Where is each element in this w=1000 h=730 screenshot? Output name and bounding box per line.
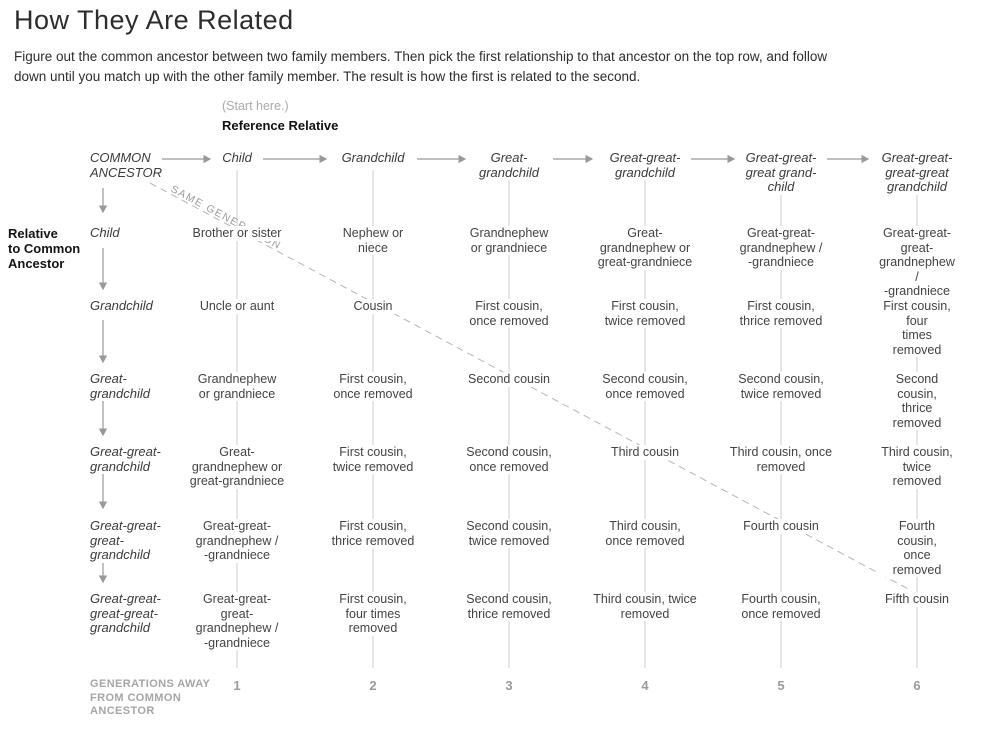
relationship-cell: Second cousin, twice removed bbox=[735, 372, 827, 401]
page-title: How They Are Related bbox=[14, 5, 294, 35]
generation-number: 6 bbox=[913, 678, 921, 693]
relationship-cell: Second cousin, thrice removed bbox=[875, 372, 959, 430]
relationship-cell: Second cousin, once removed bbox=[599, 372, 691, 401]
relationship-cell: Third cousin, once removed bbox=[726, 445, 836, 474]
column-header-grandchild: Grandchild bbox=[338, 150, 408, 166]
relationship-cell: First cousin, twice removed bbox=[329, 445, 417, 474]
generation-number: 4 bbox=[641, 678, 649, 693]
column-header-child: Child bbox=[219, 150, 255, 166]
relationship-cell: Fourth cousin, once removed bbox=[875, 519, 959, 577]
reference-relative-label: Reference Relative bbox=[222, 118, 339, 133]
relationship-cell: Second cousin, thrice removed bbox=[463, 592, 555, 621]
row-label-great-grandchild: Great- grandchild bbox=[90, 371, 154, 401]
relationship-cell: First cousin, thrice removed bbox=[328, 519, 418, 548]
generation-number: 5 bbox=[777, 678, 785, 693]
row-label-great4-grandchild: Great-great- great-great- grandchild bbox=[90, 591, 165, 636]
relationship-cell: Grandnephew or grandniece bbox=[194, 372, 280, 401]
common-ancestor-header: COMMON ANCESTOR bbox=[90, 150, 162, 180]
column-header-great4-grandchild: Great-great- great-great grandchild bbox=[878, 150, 956, 195]
relationship-cell: Nephew or niece bbox=[339, 226, 407, 255]
relationship-cell: Cousin bbox=[350, 299, 396, 314]
generation-number: 3 bbox=[505, 678, 513, 693]
generation-number: 2 bbox=[369, 678, 377, 693]
relationship-cell: Second cousin, twice removed bbox=[463, 519, 555, 548]
row-label-great3-grandchild: Great-great- great- grandchild bbox=[90, 518, 165, 563]
relationship-cell: Second cousin, once removed bbox=[463, 445, 555, 474]
relationship-cell: Brother or sister bbox=[189, 226, 285, 241]
relationship-cell: Third cousin, twice removed bbox=[875, 445, 959, 489]
column-header-great3-grandchild: Great-great- great grand- child bbox=[742, 150, 820, 195]
relationship-cell: First cousin, twice removed bbox=[601, 299, 689, 328]
relative-to-common-ancestor-label: Relative to Common Ancestor bbox=[8, 226, 81, 271]
relationship-cell: Great-great- grandnephew / -grandniece bbox=[192, 519, 282, 563]
relationship-cell: Fifth cousin bbox=[882, 592, 952, 607]
description-text: Figure out the common ancestor between t… bbox=[14, 49, 828, 84]
row-label-great2-grandchild: Great-great- grandchild bbox=[90, 444, 165, 474]
relationship-cell: Fourth cousin bbox=[740, 519, 822, 534]
row-label-grandchild: Grandchild bbox=[90, 298, 157, 314]
generations-away-label: GENERATIONS AWAY FROM COMMON ANCESTOR bbox=[90, 678, 211, 717]
relationship-cell: Uncle or aunt bbox=[196, 299, 278, 314]
row-label-child: Child bbox=[90, 225, 124, 241]
relationship-cell: Great- grandnephew or great-grandniece bbox=[594, 226, 696, 270]
relationship-cell: First cousin, four times removed bbox=[875, 299, 959, 357]
same-generation-label: SAME GENERATION bbox=[169, 183, 284, 252]
relationship-cell: Great- grandnephew or great-grandniece bbox=[186, 445, 288, 489]
relationship-cell: Grandnephew or grandniece bbox=[466, 226, 552, 255]
column-header-great-grandchild: Great- grandchild bbox=[476, 150, 542, 180]
relationship-cell: Great-great- great- grandnephew / -grand… bbox=[192, 592, 282, 650]
relationship-cell: Third cousin, once removed bbox=[602, 519, 688, 548]
relationship-cell: Great-great- grandnephew / -grandniece bbox=[736, 226, 826, 270]
relationship-cell: First cousin, once removed bbox=[330, 372, 416, 401]
relationship-cell: Third cousin, twice removed bbox=[590, 592, 700, 621]
generation-number: 1 bbox=[233, 678, 241, 693]
relationship-cell: First cousin, once removed bbox=[466, 299, 552, 328]
relationship-cell: Third cousin bbox=[607, 445, 683, 460]
relationship-cell: Fourth cousin, once removed bbox=[738, 592, 824, 621]
column-header-great2-grandchild: Great-great- grandchild bbox=[606, 150, 684, 180]
start-here-label: (Start here.) bbox=[222, 99, 289, 113]
relationship-cell: First cousin, four times removed bbox=[336, 592, 410, 636]
relationship-cell: Great-great-great- grandnephew / -grandn… bbox=[875, 226, 959, 299]
relationship-cell: First cousin, thrice removed bbox=[736, 299, 826, 328]
relationship-cell: Second cousin bbox=[464, 372, 554, 387]
